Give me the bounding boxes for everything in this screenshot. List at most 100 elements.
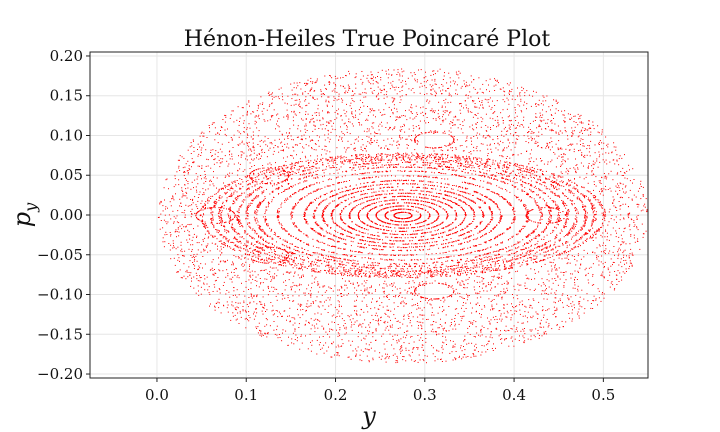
data-point <box>343 243 345 244</box>
data-point <box>421 167 423 169</box>
data-point <box>362 198 364 200</box>
data-point <box>461 234 463 235</box>
data-point <box>468 236 469 238</box>
data-point <box>390 270 392 272</box>
data-point <box>274 250 275 252</box>
data-point <box>338 197 340 199</box>
data-point <box>448 230 450 232</box>
data-point <box>334 200 336 202</box>
data-point <box>473 218 475 220</box>
data-point <box>405 224 407 226</box>
data-point <box>516 234 518 236</box>
data-point <box>562 202 564 204</box>
data-point <box>551 215 552 217</box>
data-point <box>340 215 342 217</box>
data-point <box>499 196 501 198</box>
data-point <box>388 159 390 161</box>
data-point <box>372 226 374 228</box>
data-point <box>262 238 264 240</box>
data-point <box>378 184 380 186</box>
data-point <box>530 189 532 191</box>
data-point <box>408 196 410 198</box>
data-point <box>304 170 306 172</box>
data-point <box>363 263 365 265</box>
data-point <box>441 227 443 229</box>
data-point <box>361 173 363 175</box>
data-point <box>276 241 277 243</box>
data-point <box>368 185 370 187</box>
data-point <box>546 204 548 206</box>
data-point <box>490 199 492 201</box>
data-point <box>370 160 372 162</box>
data-point <box>260 243 262 245</box>
data-point <box>366 162 368 164</box>
data-point <box>372 176 373 178</box>
data-point <box>466 192 468 194</box>
data-point <box>464 213 466 215</box>
data-point <box>535 185 536 187</box>
data-point <box>370 234 372 236</box>
data-point <box>305 187 307 189</box>
data-point <box>446 203 448 205</box>
data-point <box>350 240 352 242</box>
data-point <box>384 164 386 166</box>
data-point <box>433 199 435 201</box>
data-point <box>390 206 392 208</box>
data-point <box>278 215 280 217</box>
data-point <box>415 243 417 245</box>
data-point <box>387 222 389 224</box>
data-point <box>526 236 528 238</box>
data-point <box>324 243 326 245</box>
data-point <box>484 202 486 204</box>
data-point <box>284 239 286 241</box>
data-point <box>264 232 266 234</box>
data-point <box>500 249 502 251</box>
data-point <box>371 162 373 164</box>
data-point <box>451 241 453 243</box>
data-point <box>331 212 333 214</box>
data-point <box>541 184 543 186</box>
data-point <box>331 213 333 215</box>
data-point <box>417 229 419 231</box>
data-point <box>501 255 503 257</box>
data-point <box>359 218 360 220</box>
data-point <box>374 269 376 271</box>
data-point <box>446 239 448 241</box>
data-point <box>306 253 308 255</box>
data-point <box>399 227 401 229</box>
data-point <box>317 188 319 190</box>
data-point <box>410 183 412 185</box>
data-point <box>370 269 372 271</box>
data-point <box>287 188 289 190</box>
data-point <box>526 235 528 237</box>
data-point <box>420 215 422 217</box>
data-point <box>567 214 569 216</box>
data-point <box>526 213 528 215</box>
data-point <box>355 229 357 231</box>
data-point <box>318 253 320 255</box>
data-point <box>410 170 412 172</box>
data-point <box>513 177 515 179</box>
data-point <box>342 171 344 173</box>
data-point <box>280 223 282 225</box>
data-point <box>414 163 416 165</box>
data-point <box>478 206 480 208</box>
data-point <box>407 270 409 272</box>
data-point <box>408 175 410 177</box>
data-point <box>365 206 367 208</box>
data-point <box>437 217 439 219</box>
data-point <box>566 213 568 215</box>
data-point <box>362 239 363 241</box>
data-point <box>521 184 523 186</box>
data-point <box>359 226 361 228</box>
data-point <box>491 213 493 215</box>
data-point <box>430 206 432 208</box>
data-point <box>534 229 536 231</box>
data-point <box>500 172 502 174</box>
data-point <box>472 194 474 196</box>
data-point <box>477 237 479 239</box>
data-point <box>311 260 313 262</box>
data-point <box>399 192 401 194</box>
data-point <box>370 177 372 179</box>
data-point <box>241 225 243 227</box>
